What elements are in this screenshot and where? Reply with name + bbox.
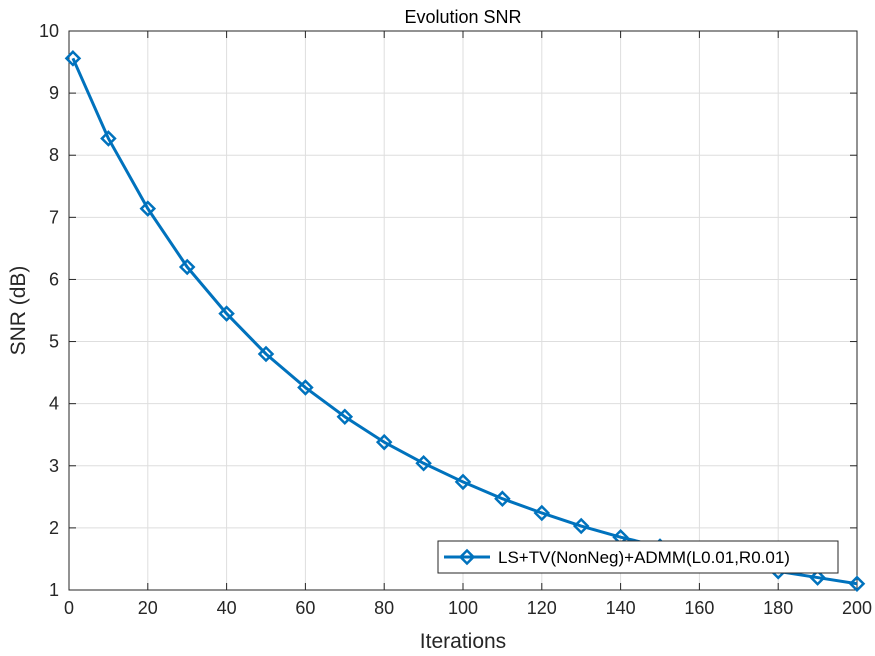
data-point-marker	[848, 575, 866, 593]
legend-label: LS+TV(NonNeg)+ADMM(L0.01,R0.01)	[498, 548, 790, 567]
data-point-marker	[257, 345, 275, 363]
y-tick-label: 8	[49, 145, 59, 165]
x-tick-label: 120	[527, 598, 557, 618]
y-tick-label: 2	[49, 518, 59, 538]
legend-box	[437, 540, 839, 574]
data-point-marker	[178, 258, 196, 276]
legend: LS+TV(NonNeg)+ADMM(L0.01,R0.01)	[437, 540, 839, 574]
data-point-marker	[375, 433, 393, 451]
axis-ticks: 0 20 40 60 80 100 120 140 160 180 200 1 2 3 4 5 6 7 8 9 10	[39, 21, 872, 618]
chart-title: Evolution SNR	[404, 7, 521, 27]
x-tick-label: 160	[684, 598, 714, 618]
data-point-marker	[533, 504, 551, 522]
x-tick-label: 20	[138, 598, 158, 618]
data-point-marker	[218, 305, 235, 322]
grid	[68, 30, 858, 591]
x-tick-label: 80	[374, 598, 394, 618]
data-point-marker	[454, 473, 472, 491]
x-tick-label: 0	[64, 598, 74, 618]
y-tick-label: 6	[49, 269, 59, 289]
data-point-marker	[336, 408, 354, 425]
y-tick-label: 4	[49, 394, 59, 414]
series-line	[71, 57, 858, 586]
y-axis-title: SNR (dB)	[7, 266, 30, 356]
legend-diamond-marker	[458, 548, 476, 566]
x-tick-label: 100	[448, 598, 478, 618]
y-tick-label: 7	[49, 207, 59, 227]
series-layer	[64, 50, 866, 593]
y-tick-label: 5	[49, 332, 59, 352]
x-tick-label: 200	[842, 598, 872, 618]
data-point-marker	[64, 50, 82, 67]
data-point-marker	[809, 569, 826, 586]
data-point-marker	[572, 517, 590, 535]
x-tick-label: 60	[295, 598, 315, 618]
x-axis-title: Iterations	[420, 630, 506, 653]
data-point-marker	[494, 490, 511, 507]
x-tick-label: 140	[606, 598, 636, 618]
y-tick-label: 10	[39, 21, 59, 41]
x-tick-label: 40	[217, 598, 237, 618]
data-point-marker	[415, 455, 432, 472]
x-tick-label: 180	[763, 598, 793, 618]
data-point-marker	[139, 200, 157, 217]
y-tick-label: 1	[49, 580, 59, 600]
y-tick-label: 9	[49, 83, 59, 103]
y-tick-label: 3	[49, 456, 59, 476]
data-point-marker	[100, 130, 117, 147]
data-point-marker	[297, 379, 314, 396]
